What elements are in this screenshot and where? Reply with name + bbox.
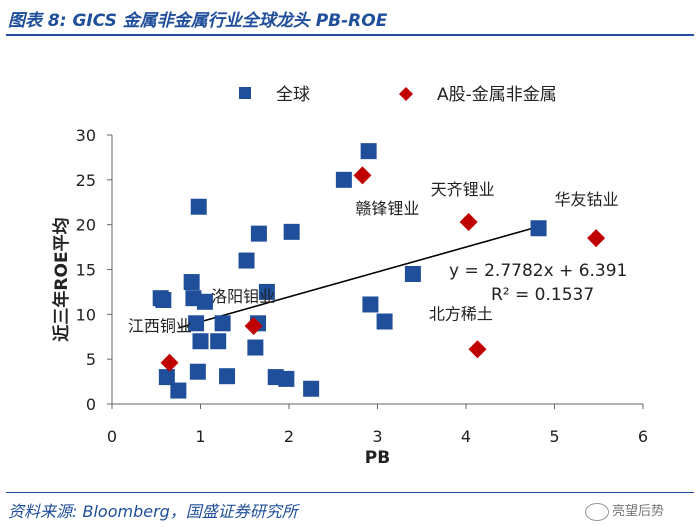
wechat-icon [585,502,609,521]
a-share-point [587,229,606,248]
legend-a-share-label: A股-金属非金属 [437,85,557,105]
company-label: 洛阳钼业 [211,287,275,306]
data-points [152,143,606,399]
scatter-chart: 0 1 2 3 4 5 6 0 5 10 15 20 25 30 PB 近三年ROE平均 y = 2.7782… [51,85,648,468]
x-tick-label: 6 [638,427,648,446]
global-point [335,171,352,188]
x-tick-label: 2 [284,427,294,446]
global-point [376,313,393,330]
x-tick-label: 1 [195,427,205,446]
trendline [178,225,539,329]
global-point [362,296,379,313]
company-label: 天齐锂业 [431,180,495,199]
global-point [360,143,377,160]
global-point [258,283,275,300]
a-share-point [160,353,179,372]
global-point [170,382,187,399]
x-tick-label: 3 [372,427,382,446]
global-point [183,274,200,291]
global-point [238,252,255,269]
company-label: 北方稀土 [429,305,493,324]
watermark: 亮望后势 [585,500,664,521]
global-point [214,315,231,332]
trendline-group: y = 2.7782x + 6.391 R² = 0.1537 [178,225,627,329]
source-note: 资料来源: Bloomberg，国盛证券研究所 [8,502,298,521]
global-point [303,380,320,397]
y-tick-label: 25 [76,171,96,190]
global-point [219,368,236,385]
global-point [192,333,209,350]
global-point [210,333,227,350]
trendline-equation: y = 2.7782x + 6.391 [449,261,627,281]
global-point [158,369,175,386]
global-point [404,265,421,282]
chart-axes: 0 1 2 3 4 5 6 0 5 10 15 20 25 30 PB 近三年ROE平均 [51,126,648,468]
global-point [189,363,206,380]
legend-a-share-marker [399,87,413,101]
global-point [190,198,207,215]
watermark-text: 亮望后势 [612,504,665,519]
y-axis-title: 近三年ROE平均 [51,217,72,341]
company-label: 江西铜业 [128,316,192,335]
x-tick-label: 5 [549,427,559,446]
x-tick-label: 0 [107,427,117,446]
y-tick-label: 5 [86,350,96,369]
y-tick-label: 0 [86,395,96,414]
figure-title: 图表 8: GICS 金属非金属行业全球龙头 PB-ROE [8,11,388,31]
legend: 全球 A股-金属非金属 [239,85,557,105]
y-tick-label: 15 [76,261,96,280]
global-point [188,315,205,332]
a-share-point [459,212,478,231]
footer-divider [6,492,694,493]
global-point [530,220,547,237]
company-label: 赣锋锂业 [355,199,419,218]
y-tick-label: 20 [76,216,96,235]
trendline-r2: R² = 0.1537 [491,285,594,305]
legend-global-marker [239,87,251,99]
global-point [283,223,300,240]
x-axis-title: PB [365,448,390,468]
global-point [155,291,172,308]
a-share-point [468,340,487,359]
a-share-point [244,316,263,335]
global-point [196,293,213,310]
global-point [247,339,264,356]
company-label: 华友钴业 [555,190,619,209]
x-tick-label: 4 [461,427,471,446]
a-share-point [353,166,372,185]
legend-global-label: 全球 [276,85,310,105]
title-divider [6,34,694,36]
global-point [278,370,295,387]
y-tick-label: 10 [76,305,96,324]
global-point [250,225,267,242]
y-tick-label: 30 [76,126,96,145]
